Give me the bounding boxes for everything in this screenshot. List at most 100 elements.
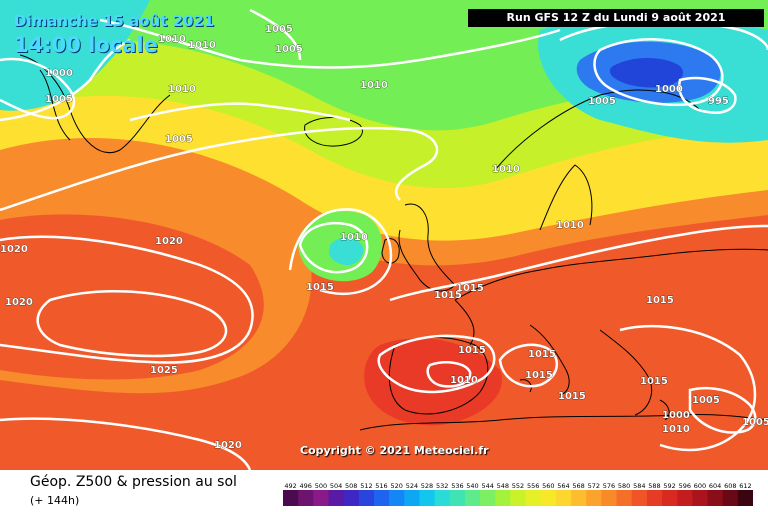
isobar-north-1010 [99, 18, 561, 69]
coast-iceland [304, 117, 363, 147]
isobar-central-1015 [0, 126, 439, 212]
isobar-1005-north [249, 8, 302, 61]
color-scale-bar [283, 490, 753, 506]
scale-tick-label: 544 [481, 482, 493, 490]
scale-swatch [510, 490, 526, 506]
color-scale-values: 492 496 500 504 508 512 516 520 524 528 532 536 540 5… [284, 482, 751, 490]
isobar-east-1010 [619, 324, 757, 452]
isobar-label: 1005 [165, 134, 193, 145]
scale-tick-label: 536 [451, 482, 463, 490]
scale-tick-label: 496 [299, 482, 311, 490]
isobar-label: 1010 [450, 375, 478, 386]
field-scandinavia-deepblue [609, 57, 684, 88]
isobar-label: 1025 [150, 365, 178, 376]
isobar-label: 1010 [492, 164, 520, 175]
scale-swatch [540, 490, 557, 506]
isobar-scandinavia-995 [678, 76, 737, 114]
scale-swatch [480, 490, 496, 506]
isobar-label: 1015 [458, 345, 486, 356]
scale-tick-label: 576 [603, 482, 615, 490]
scale-tick-label: 600 [694, 482, 706, 490]
scale-swatch [662, 490, 678, 506]
scale-swatch [358, 490, 375, 506]
isobar-label: 1000 [655, 84, 683, 95]
scale-swatch [374, 490, 390, 506]
scale-swatch [707, 490, 724, 506]
isobar-greenland-1005 [0, 38, 131, 122]
field-western-red-core [0, 214, 264, 380]
scale-tick-label: 528 [421, 482, 433, 490]
scale-tick-label: 548 [497, 482, 509, 490]
scale-tick-label: 512 [360, 482, 372, 490]
isobar-label: 1010 [662, 424, 690, 435]
scale-tick-label: 504 [330, 482, 342, 490]
isobar-east-1015 [389, 224, 768, 302]
coast-continental-europe [454, 248, 768, 346]
isobar-atlantic-1005 [129, 102, 351, 122]
isobar-label: 1010 [168, 84, 196, 95]
scale-swatch [555, 490, 572, 506]
scale-tick-label: 584 [633, 482, 645, 490]
isobar-scandinavia-1000 [593, 38, 724, 107]
scale-tick-label: 552 [512, 482, 524, 490]
isobar-label: 1015 [306, 282, 334, 293]
scale-swatch [434, 490, 451, 506]
scale-swatch [677, 490, 693, 506]
scale-tick-label: 568 [572, 482, 584, 490]
field-greenland-cyan [0, 0, 150, 111]
isobar-label: 1005 [742, 417, 768, 428]
scale-swatch [389, 490, 405, 506]
scale-swatch [525, 490, 542, 506]
isobar-label: 1015 [434, 290, 462, 301]
scale-swatch [616, 490, 633, 506]
scale-swatch [313, 490, 329, 506]
isobar-label: 1015 [525, 370, 553, 381]
isobar-iberia-1010 [426, 361, 472, 388]
forecast-local-time: 14:00 locale [14, 33, 158, 57]
isobar-label: 1015 [558, 391, 586, 402]
scale-swatch [586, 490, 602, 506]
scale-swatch [464, 490, 481, 506]
scale-swatch [631, 490, 648, 506]
field-orange [0, 126, 768, 266]
isobar-label: 1015 [528, 349, 556, 360]
scale-tick-label: 500 [315, 482, 327, 490]
isobar-label: 1010 [340, 232, 368, 243]
forecast-map: 1010 1010 1005 1005 1000 1005 1010 1010 1005 1000… [0, 0, 768, 470]
isobar-italy-1015 [498, 343, 559, 388]
scale-swatch [404, 490, 420, 506]
scale-tick-label: 540 [466, 482, 478, 490]
scale-swatch [692, 490, 708, 506]
copyright-notice: Copyright © 2021 Meteociel.fr [300, 444, 489, 457]
isobar-iberia-1015 [377, 334, 496, 394]
scale-tick-label: 564 [557, 482, 569, 490]
scale-tick-label: 608 [724, 482, 736, 490]
isobar-label: 1005 [588, 96, 616, 107]
isobar-greenland-1000 [0, 57, 76, 120]
isobar-low-1015 [288, 208, 393, 295]
coast-iberia [388, 337, 489, 415]
scale-tick-label: 532 [436, 482, 448, 490]
scale-tick-label: 596 [679, 482, 691, 490]
isobar-label: 1010 [556, 220, 584, 231]
isobar-east-1005 [688, 386, 757, 434]
forecast-date: Dimanche 15 août 2021 [14, 12, 215, 30]
scale-swatch [646, 490, 663, 506]
scale-swatch [571, 490, 587, 506]
isobar-label: 1015 [456, 283, 484, 294]
model-run-label: Run GFS 12 Z du Lundi 9 août 2021 [468, 9, 764, 27]
isobar-high-1025 [36, 290, 228, 358]
isobar-label: 1010 [188, 40, 216, 51]
coast-scandinavia [494, 89, 701, 231]
isobar-label: 1020 [5, 297, 33, 308]
scale-tick-label: 604 [709, 482, 721, 490]
product-title: Géop. Z500 & pression au sol [30, 474, 237, 490]
field-yellowgreen-band [0, 28, 768, 189]
isobar-high-1020 [0, 235, 254, 364]
isobar-label: 1020 [0, 244, 28, 255]
scale-swatch [419, 490, 436, 506]
scale-tick-label: 492 [284, 482, 296, 490]
isobar-label: 1020 [155, 236, 183, 247]
isobar-label: 1005 [45, 94, 73, 105]
